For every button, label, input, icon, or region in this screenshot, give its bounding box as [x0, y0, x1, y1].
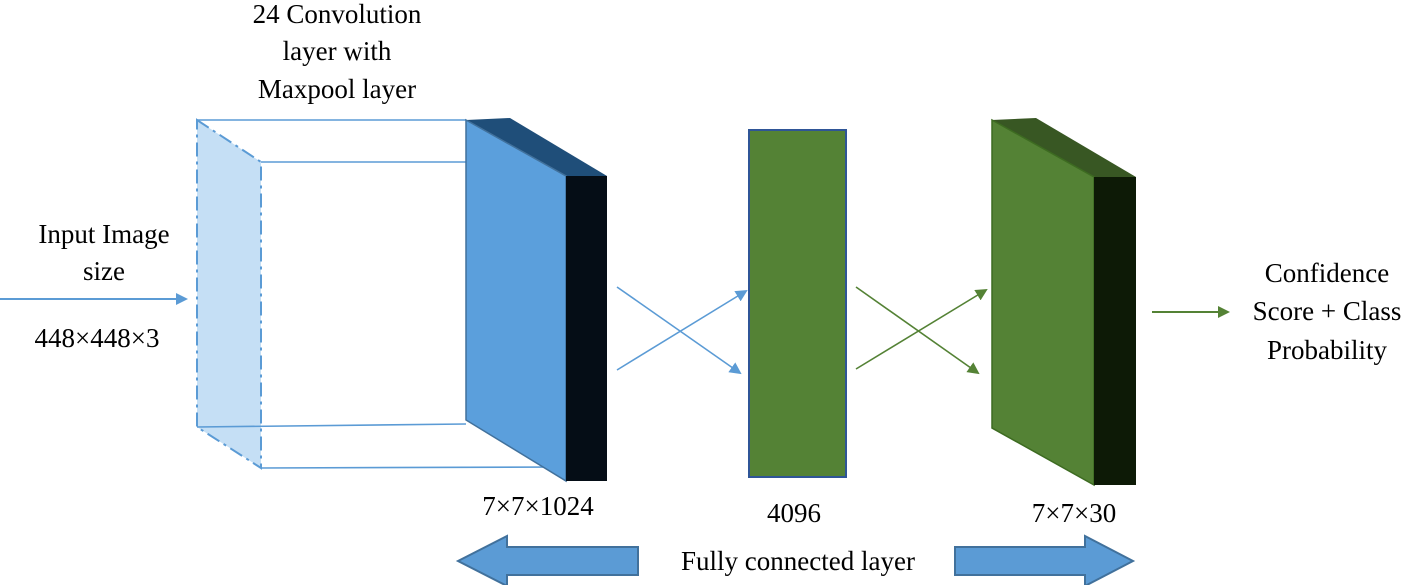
input-dims-label: 448×448×3	[35, 323, 160, 353]
fc-right-block-arrow	[954, 534, 1136, 585]
output-label-line1: Confidence	[1265, 258, 1389, 288]
conv-title-line2: layer with	[283, 36, 392, 66]
conv-to-fc-connections	[616, 286, 748, 375]
conv-output-block	[465, 118, 607, 483]
output-label-line2: Score + Class	[1253, 296, 1402, 326]
output-block	[991, 118, 1136, 487]
output-block-front-face	[991, 118, 1095, 487]
projection-lines	[196, 119, 567, 469]
output-dims-label: 7×7×30	[1032, 498, 1116, 528]
input-label-line2: size	[83, 256, 125, 286]
conv-block-front-face	[465, 118, 567, 483]
output-block-side-face	[1094, 177, 1136, 485]
conv-title-line1: 24 Convolution	[253, 0, 422, 29]
input-label-line1: Input Image	[38, 219, 169, 249]
output-label-line3: Probability	[1267, 335, 1387, 365]
fully-connected-caption: Fully connected layer	[681, 546, 915, 576]
fc-to-output-connections	[855, 286, 988, 375]
conv-block-top-face	[466, 118, 607, 176]
conv-dims-label: 7×7×1024	[482, 491, 594, 521]
conv-block-side-face	[566, 176, 607, 481]
input-image-plane	[196, 118, 262, 470]
fc-left-block-arrow	[455, 534, 639, 585]
conv-title-line3: Maxpool layer	[258, 74, 416, 104]
fc-dims-label: 4096	[767, 498, 821, 528]
output-block-top-face	[992, 118, 1136, 177]
fc-4096-layer	[748, 129, 847, 478]
